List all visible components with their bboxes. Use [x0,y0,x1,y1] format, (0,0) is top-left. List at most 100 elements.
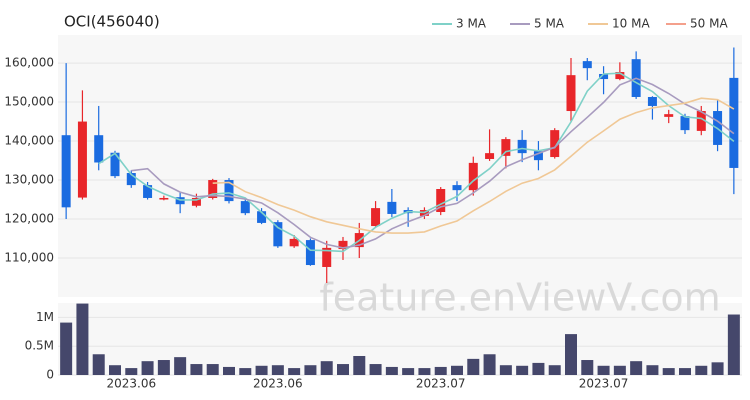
volume-bar [109,365,121,375]
volume-bar [711,362,724,375]
candle-body [273,222,283,247]
candle-body [468,162,478,191]
volume-bar [190,364,203,375]
candle-body [582,61,592,69]
legend-label: 3 MA [456,17,487,31]
volume-bar [630,361,643,375]
candle-body [143,185,153,198]
x-tick-label: 2023.07 [579,377,629,391]
candle-body [110,152,120,177]
volume-bar [402,368,415,375]
candle-body [615,72,625,80]
candle-body [126,173,136,186]
volume-bar [157,360,170,375]
ma-line [131,77,735,249]
volume-bar [646,365,659,375]
candle-body [436,189,446,213]
volume-bar [255,365,268,375]
y-tick-label: 0 [46,368,54,382]
volume-bar [239,368,252,375]
volume-bar [418,368,431,375]
volume-bar [451,365,463,375]
watermark: feature.enViewV.com [319,276,720,320]
candle-body [533,151,543,161]
volume-bar [320,361,333,375]
volume-bar [369,364,382,375]
volume-bar [337,364,349,375]
candle-body [191,197,201,206]
y-tick-label: 130,000 [4,173,54,187]
legend-label: 50 MA [690,17,728,31]
volume-bar [385,366,398,375]
candle-body [289,238,299,247]
volume-bar [695,365,708,375]
volume-bar [60,322,73,375]
legend-label: 10 MA [612,17,650,31]
volume-bar [223,366,235,375]
y-tick-label: 0.5M [25,339,54,353]
candle-body [485,153,495,159]
x-tick-label: 2023.06 [106,377,156,391]
volume-bar [581,360,594,375]
volume-bar [516,365,529,375]
volume-bar [174,357,187,375]
volume-bar [434,366,447,375]
candle-body [647,96,657,106]
volume-bar [483,354,496,375]
volume-bar [353,355,366,375]
candle-body [517,139,527,154]
candle-body [566,75,576,112]
candle-body [696,111,706,131]
legend-label: 5 MA [534,17,565,31]
volume-bar [92,354,105,375]
x-tick-label: 2023.07 [416,377,466,391]
candle-body [94,135,104,163]
candle-body [224,180,234,202]
x-tick-label: 2023.06 [253,377,303,391]
ma-line [212,97,735,234]
volume-bar [532,362,545,375]
volume-bar [565,334,577,375]
volume-bar [271,365,284,375]
candle-body [664,114,674,117]
candle-body [452,185,462,191]
volume-bar [679,368,691,375]
candle-body [61,135,71,208]
volume-bar [467,358,480,375]
candle-body [159,197,169,200]
volume-plot-bg [58,303,742,375]
volume-bar [76,303,89,375]
chart-title: OCI(456040) [64,13,160,31]
y-tick-label: 110,000 [4,251,54,265]
candle-body [371,208,381,227]
candle-body [550,130,560,158]
candle-body [240,201,250,214]
volume-bar [613,365,626,375]
volume-bar [304,365,317,375]
y-tick-label: 1M [36,310,54,324]
volume-bar [141,361,154,375]
volume-bar [288,368,301,375]
volume-bar [597,365,610,375]
candle-body [680,116,690,131]
volume-bar [662,368,675,375]
candle-body [77,121,87,198]
volume-bar [548,365,561,375]
candle-body [305,240,315,266]
volume-bar [727,314,740,375]
y-tick-label: 160,000 [4,56,54,70]
candle-body [257,211,267,223]
candle-body [599,73,609,80]
volume-bar [206,364,219,375]
candle-body [322,247,332,267]
y-tick-label: 150,000 [4,95,54,109]
volume-bar [499,365,512,375]
candle-body [501,139,511,156]
y-tick-label: 140,000 [4,134,54,148]
volume-bar [125,368,138,375]
y-tick-label: 120,000 [4,212,54,226]
candle-body [729,77,739,168]
candle-body [208,180,218,198]
candle-body [338,240,348,250]
